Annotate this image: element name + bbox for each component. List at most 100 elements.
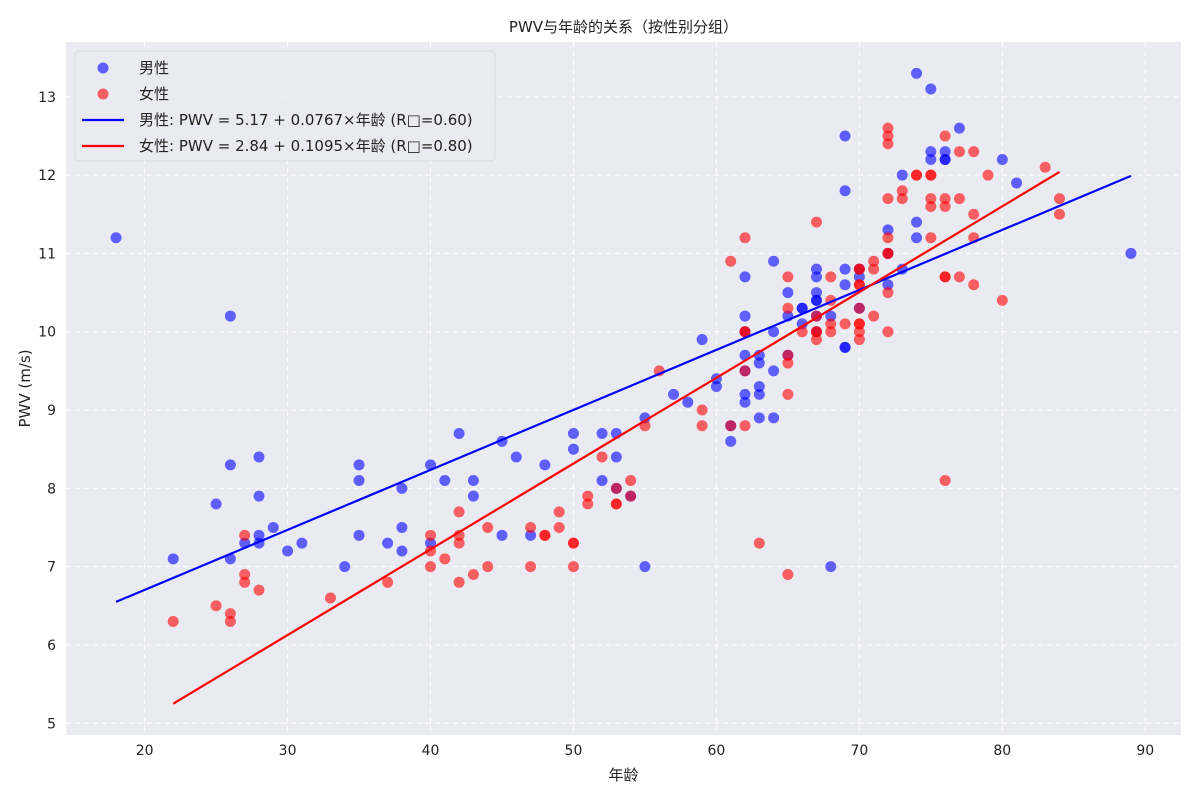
data-point (925, 193, 937, 205)
legend-label: 男性: PWV = 5.17 + 0.0767×年龄 (R□=0.60) (139, 111, 473, 129)
data-point (224, 608, 236, 620)
data-point (453, 428, 465, 440)
data-point (753, 357, 765, 369)
data-point (782, 349, 794, 361)
data-point (753, 537, 765, 549)
x-tick-label: 20 (136, 743, 154, 759)
data-point (282, 545, 294, 557)
data-point (939, 475, 951, 487)
data-point (525, 521, 537, 533)
x-axis-label: 年龄 (608, 766, 638, 784)
data-point (167, 553, 179, 565)
data-point (639, 412, 651, 424)
series-points-0 (110, 67, 1137, 573)
data-point (739, 420, 751, 432)
data-point (796, 302, 808, 314)
tick-labels: 20 30 40 50 60 70 80 90 5 6 7 8 9 10 11 12 13 (38, 90, 1154, 759)
data-point (782, 388, 794, 400)
data-point (253, 584, 265, 596)
data-point (696, 420, 708, 432)
data-point (953, 193, 965, 205)
data-point (782, 302, 794, 314)
data-point (853, 326, 865, 338)
data-point (925, 200, 937, 212)
x-tick-label: 70 (850, 743, 868, 759)
data-point (939, 193, 951, 205)
data-point (453, 537, 465, 549)
data-point (996, 294, 1008, 306)
data-point (882, 122, 894, 134)
data-point (467, 490, 479, 502)
x-tick-label: 90 (1136, 743, 1154, 759)
data-point (425, 537, 437, 549)
data-point (939, 271, 951, 283)
data-point (911, 232, 923, 244)
chart-title: PWV与年龄的关系（按性别分组） (509, 18, 738, 36)
data-point (425, 561, 437, 573)
data-point (882, 232, 894, 244)
data-point (210, 498, 222, 510)
data-point (882, 326, 894, 338)
data-point (625, 490, 637, 502)
data-point (825, 561, 837, 573)
data-point (896, 185, 908, 197)
data-point (739, 271, 751, 283)
data-point (782, 568, 794, 580)
data-point (882, 247, 894, 259)
data-point (425, 529, 437, 541)
y-tick-label: 8 (47, 481, 56, 497)
y-tick-label: 10 (38, 325, 56, 341)
data-point (525, 529, 537, 541)
data-point (739, 232, 751, 244)
data-point (911, 216, 923, 228)
data-point (825, 326, 837, 338)
data-point (539, 529, 551, 541)
data-point (810, 294, 822, 306)
data-point (510, 451, 522, 463)
data-point (253, 490, 265, 502)
data-point (839, 130, 851, 142)
data-point (739, 365, 751, 377)
x-tick-label: 60 (708, 743, 726, 759)
data-point (567, 428, 579, 440)
data-point (839, 318, 851, 330)
data-point (982, 169, 994, 181)
data-point (810, 334, 822, 346)
data-point (853, 271, 865, 283)
data-point (868, 310, 880, 322)
data-point (382, 537, 394, 549)
data-point (496, 529, 508, 541)
y-axis-label: PWV (m/s) (16, 349, 34, 427)
y-tick-label: 7 (47, 560, 56, 576)
y-tick-label: 11 (38, 246, 56, 262)
data-point (925, 146, 937, 158)
data-point (839, 279, 851, 291)
data-point (396, 482, 408, 494)
data-point (925, 83, 937, 95)
legend-label: 女性: PWV = 2.84 + 0.1095×年龄 (R□=0.80) (139, 137, 473, 155)
data-point (896, 169, 908, 181)
y-tick-label: 5 (47, 716, 56, 732)
data-point (453, 506, 465, 518)
series-points-1 (167, 122, 1065, 627)
data-point (639, 561, 651, 573)
data-point (553, 506, 565, 518)
data-point (467, 568, 479, 580)
data-point (382, 576, 394, 588)
data-point (882, 279, 894, 291)
data-point (782, 287, 794, 299)
data-point (839, 185, 851, 197)
legend-label: 女性 (139, 85, 169, 103)
data-point (567, 443, 579, 455)
data-point (224, 615, 236, 627)
data-point (239, 568, 251, 580)
data-point (739, 388, 751, 400)
data-point (696, 404, 708, 416)
data-point (853, 334, 865, 346)
regression-line (115, 174, 1132, 603)
x-tick-label: 30 (279, 743, 297, 759)
data-point (968, 208, 980, 220)
